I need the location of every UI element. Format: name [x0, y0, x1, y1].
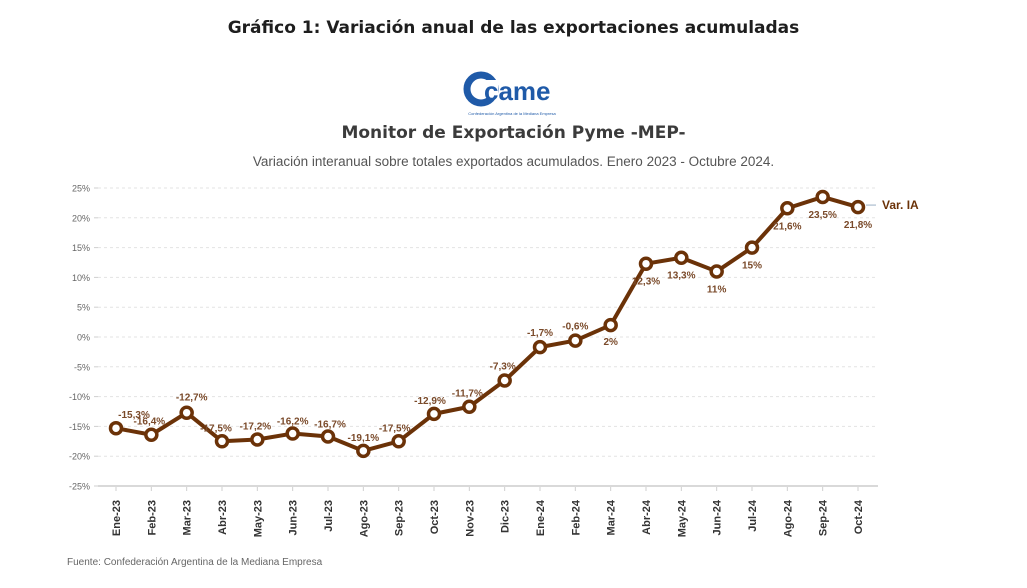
x-tick-label: Oct-24 [853, 499, 865, 534]
y-tick-label: 5% [77, 303, 90, 313]
data-point [108, 420, 124, 436]
data-label: -15,3% [118, 410, 150, 421]
x-tick-label: Mar-23 [182, 500, 194, 535]
data-point [638, 256, 654, 271]
data-point [850, 199, 866, 215]
data-point [674, 250, 689, 265]
data-label: -16,4% [133, 417, 165, 428]
y-tick-label: 15% [72, 243, 90, 253]
data-point [250, 432, 265, 447]
x-tick-label: Ene-23 [111, 500, 123, 536]
y-tick-label: 20% [72, 213, 90, 223]
x-tick-label: Mar-24 [606, 499, 618, 535]
data-point [462, 399, 477, 414]
x-tick-label: Ago-23 [358, 500, 370, 537]
x-tick-label: Oct-23 [429, 500, 441, 534]
x-tick-label: Abr-23 [217, 500, 229, 535]
x-tick-label: Jun-24 [712, 499, 724, 535]
x-tick-label: Abr-24 [641, 499, 653, 535]
x-tick-label: Ene-24 [535, 499, 547, 536]
x-tick-label: Dic-23 [500, 500, 512, 533]
data-label: 23,5% [808, 210, 836, 221]
legend-label: Var. IA [882, 198, 919, 212]
data-point [532, 339, 548, 355]
data-point [815, 189, 830, 205]
y-tick-label: -15% [69, 422, 90, 432]
x-tick-label: Jul-24 [747, 499, 759, 532]
y-tick-label: -20% [69, 452, 90, 462]
data-point [426, 406, 442, 422]
data-label: -12,9% [414, 396, 446, 407]
logo-tagline: Confederación Argentina de la Mediana Em… [468, 111, 556, 116]
page-title: Gráfico 1: Variación anual de las export… [227, 18, 800, 38]
data-label: -1,7% [527, 328, 553, 339]
data-label: -17,5% [200, 423, 232, 434]
data-point [356, 443, 371, 459]
data-point [744, 240, 760, 255]
chart-title: Monitor de Exportación Pyme -MEP- [341, 123, 686, 143]
data-label: -16,2% [277, 417, 309, 428]
y-tick-label: -10% [69, 392, 90, 402]
data-label: -19,1% [347, 433, 379, 444]
data-label: -16,7% [314, 420, 346, 431]
x-tick-label: Nov-23 [464, 500, 476, 537]
x-tick-label: Feb-24 [570, 499, 582, 535]
x-tick-label: May-23 [252, 500, 264, 537]
data-label: -7,3% [490, 362, 516, 373]
y-tick-label: -25% [69, 482, 90, 492]
data-label: 21,6% [773, 221, 801, 232]
data-label: -17,2% [239, 422, 271, 433]
series-line [115, 194, 859, 453]
data-point [497, 373, 512, 388]
chart-subtitle: Variación interanual sobre totales expor… [252, 154, 775, 169]
x-tick-label: Sep-23 [394, 500, 406, 536]
data-point [144, 427, 159, 442]
data-label: -17,5% [379, 423, 411, 434]
y-tick-label: 0% [77, 333, 90, 343]
data-point [285, 426, 300, 441]
came-logo: came Confederación Argentina de la Media… [463, 71, 556, 116]
data-point [780, 201, 795, 216]
data-point [568, 333, 583, 348]
x-tick-label: Sep-24 [818, 499, 830, 536]
data-label: 2% [603, 337, 618, 348]
x-tick-label: Jul-23 [323, 500, 335, 532]
data-point [391, 434, 406, 449]
x-tick-label: Feb-23 [146, 500, 158, 535]
data-label: -11,7% [452, 389, 483, 400]
data-label: 11% [707, 284, 727, 295]
data-label: -12,7% [176, 393, 208, 404]
data-point [179, 405, 194, 420]
data-label: 15% [742, 261, 762, 272]
data-label: 13,3% [667, 271, 695, 282]
logo-text: came [484, 76, 551, 106]
data-point [320, 429, 336, 444]
x-tick-label: May-24 [676, 499, 688, 537]
data-label: -0,6% [562, 322, 588, 333]
x-tick-label: Ago-24 [782, 499, 794, 537]
data-point [603, 317, 618, 333]
source-note: Fuente: Confederación Argentina de la Me… [67, 557, 323, 568]
y-tick-label: -5% [74, 362, 90, 372]
x-tick-label: Jun-23 [288, 500, 300, 535]
data-point [214, 434, 230, 449]
data-point [709, 264, 724, 279]
data-label: 21,8% [844, 220, 872, 231]
y-tick-label: 10% [72, 273, 90, 283]
y-tick-label: 25% [72, 184, 90, 194]
data-label: 12,3% [632, 277, 660, 288]
